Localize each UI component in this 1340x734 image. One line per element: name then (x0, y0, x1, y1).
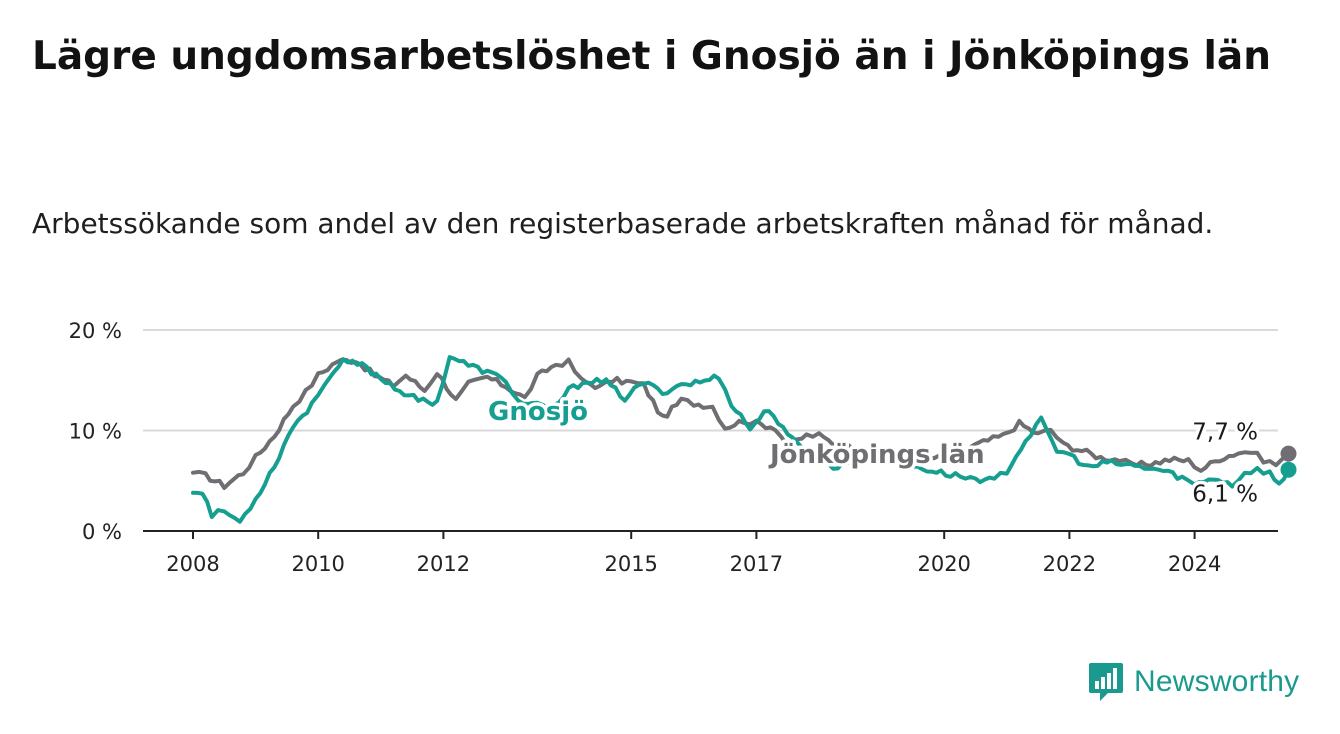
x-tick-label: 2010 (291, 552, 344, 576)
end-value-label-jonkopings-lan: 7,7 % (1192, 420, 1258, 446)
series-labels: Jönköpings län Gnosjö 7,7 % 6,1 % (485, 394, 1262, 512)
y-tick-label: 10 % (69, 420, 122, 444)
y-tick-label: 20 % (69, 319, 122, 343)
newsworthy-brand[interactable]: Newsworthy (1088, 660, 1299, 704)
brand-name: Newsworthy (1134, 665, 1300, 698)
line-chart: 0 % 10 % 20 % 2008 2010 2012 2015 2017 2020 2022… (69, 319, 1297, 576)
series-label-gnosjo: Gnosjö (488, 397, 588, 427)
end-value-label-gnosjo: 6,1 % (1192, 482, 1258, 508)
series-lines (191, 355, 1297, 524)
bar-chart-logo-icon (1089, 663, 1123, 701)
y-tick-label: 0 % (82, 520, 122, 544)
series-line-jonkopings-lan (191, 357, 1291, 490)
x-tick-label: 2024 (1168, 552, 1221, 576)
x-tick-label: 2020 (917, 552, 970, 576)
end-point-marker (1280, 445, 1297, 462)
series-label-jonkopings-lan: Jönköpings län (768, 440, 985, 470)
x-tick-label: 2012 (417, 552, 470, 576)
x-tick-label: 2022 (1043, 552, 1096, 576)
end-point-marker (1280, 461, 1297, 478)
chart-subtitle: Arbetssökande som andel av den registerb… (32, 207, 1214, 240)
series-line-gnosjo (191, 355, 1291, 524)
y-axis-ticks: 0 % 10 % 20 % (69, 319, 122, 544)
x-tick-label: 2015 (604, 552, 657, 576)
x-tick-label: 2008 (166, 552, 219, 576)
x-tick-label: 2017 (730, 552, 783, 576)
chart-title: Lägre ungdomsarbetslöshet i Gnosjö än i … (32, 34, 1271, 79)
gridlines (143, 329, 1278, 432)
x-axis: 2008 2010 2012 2015 2017 2020 2022 2024 (143, 530, 1278, 576)
